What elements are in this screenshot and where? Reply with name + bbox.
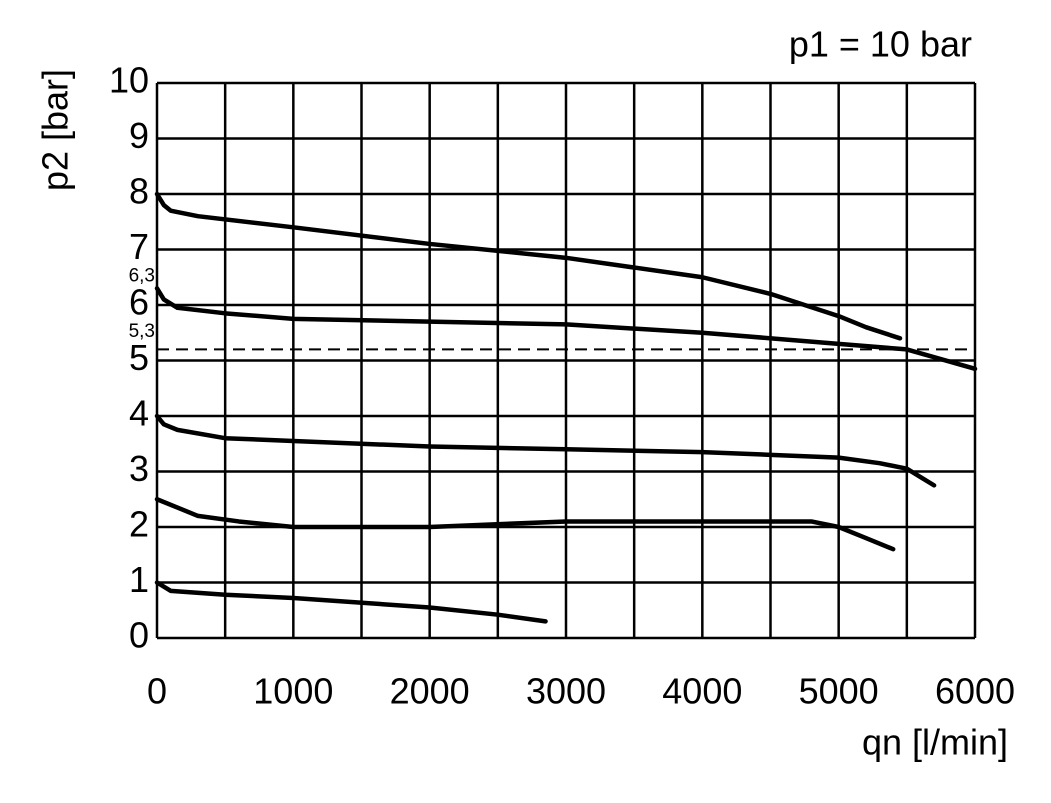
- curve: [154, 191, 903, 341]
- y-tick-label: 2: [129, 504, 149, 545]
- curve: [154, 497, 896, 552]
- chart-title: p1 = 10 bar: [789, 24, 972, 65]
- x-tick-label: 0: [147, 671, 167, 712]
- y-tick-label: 3: [129, 448, 149, 489]
- x-tick-label: 4000: [662, 671, 742, 712]
- y-tick-label: 5: [129, 337, 149, 378]
- annotation: 6,3: [129, 265, 155, 286]
- x-tick-label: 6000: [935, 671, 1015, 712]
- y-axis-label: p2 [bar]: [35, 69, 76, 191]
- x-tick-label: 2000: [390, 671, 470, 712]
- y-tick-label: 0: [129, 615, 149, 656]
- curve: [154, 286, 978, 372]
- y-tick-label: 4: [129, 393, 149, 434]
- y-tick-label: 10: [109, 60, 149, 101]
- y-tick-label: 1: [129, 559, 149, 600]
- y-tick-label: 7: [129, 226, 149, 267]
- y-tick-label: 8: [129, 171, 149, 212]
- curve: [154, 580, 548, 624]
- y-tick-label: 6: [129, 282, 149, 323]
- curve: [154, 413, 937, 488]
- annotation: 5,3: [129, 321, 155, 342]
- x-tick-label: 1000: [253, 671, 333, 712]
- x-tick-label: 5000: [799, 671, 879, 712]
- y-tick-label: 9: [129, 115, 149, 156]
- x-tick-label: 3000: [526, 671, 606, 712]
- x-axis-label: qn [l/min]: [862, 722, 1008, 763]
